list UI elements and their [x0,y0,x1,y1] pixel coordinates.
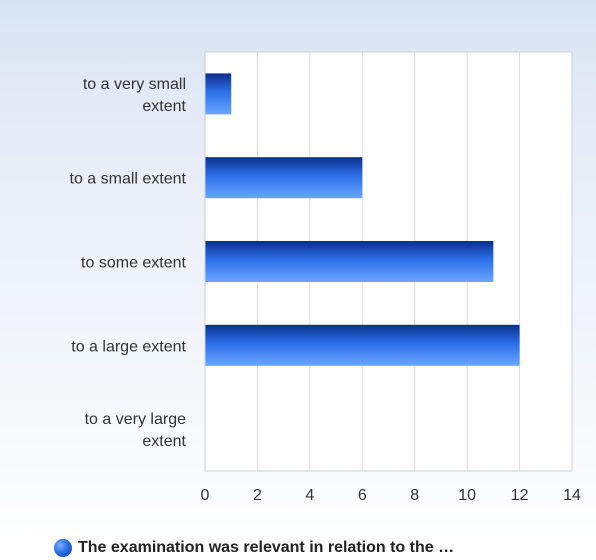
legend-label: The examination was relevant in relation… [78,539,455,556]
category-label: to a very large extent [85,411,187,450]
x-tick-label: 12 [511,487,529,504]
category-label-line: to a very large [85,411,186,428]
x-tick-label: 6 [358,487,367,504]
category-label-line: to some extent [81,255,187,272]
bar[interactable] [205,73,232,115]
bar[interactable] [205,324,520,366]
category-label-line: extent [142,98,186,115]
bars [205,73,520,366]
category-label-line: extent [142,433,186,450]
category-label-line: to a small extent [70,171,187,188]
x-tick-label: 8 [410,487,419,504]
category-label-line: to a large extent [71,338,186,355]
legend: The examination was relevant in relation… [54,537,454,559]
bar-chart: 0 2 4 6 8 10 12 14 to a very small extent to a sm… [70,51,581,504]
category-label: to a small extent [70,171,187,188]
plot-border [204,51,573,472]
category-label: to a very small extent [83,76,187,115]
x-tick-label: 14 [563,487,581,504]
x-tick-label: 10 [458,487,476,504]
x-tick-label: 2 [253,487,262,504]
category-label-line: to a very small [83,76,186,93]
legend-marker-icon [54,539,72,557]
x-tick-label: 0 [201,487,210,504]
category-label: to some extent [81,255,187,272]
x-tick-label: 4 [305,487,314,504]
category-label: to a large extent [71,338,186,355]
category-labels: to a very small extent to a small extent to… [70,76,187,450]
bar[interactable] [205,157,363,199]
x-axis-ticks: 0 2 4 6 8 10 12 14 [201,487,581,504]
bar[interactable] [205,241,494,282]
